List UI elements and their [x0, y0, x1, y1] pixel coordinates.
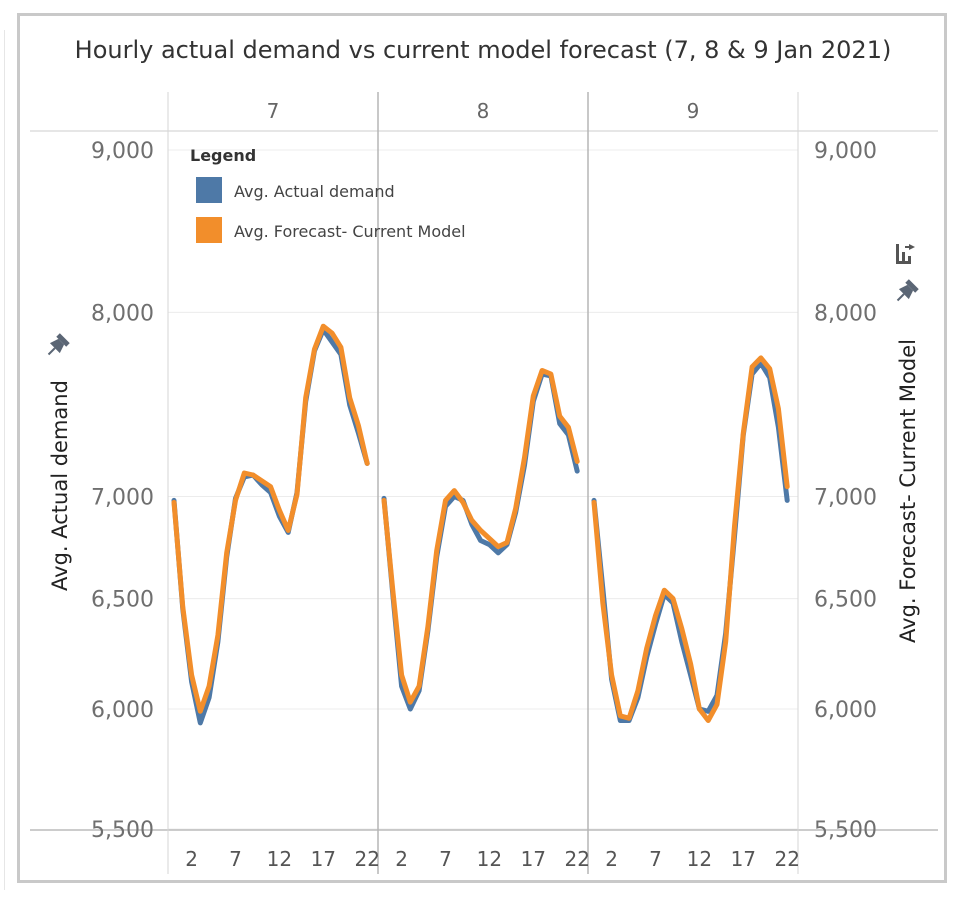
y-tick-label-right: 8,000: [814, 301, 877, 326]
legend-entry-forecast: Avg. Forecast- Current Model: [234, 222, 466, 241]
legend-swatch-forecast: [196, 217, 222, 243]
x-tick-label: 2: [185, 847, 198, 871]
x-tick-label: 12: [267, 847, 292, 871]
x-tick-label: 22: [774, 847, 799, 871]
x-ticks: 2 7 12 17 22 2 7 12 17 22 2 7 12 17 22: [185, 847, 800, 871]
y-tick-label-right: 9,000: [814, 139, 877, 164]
swap-axes-icon[interactable]: [896, 244, 915, 264]
series-line-actual-panel-8: [381, 371, 580, 712]
legend: Legend Avg. Actual demand Avg. Forecast-…: [190, 146, 466, 243]
series-line-forecast-panel-8: [381, 368, 580, 705]
x-tick-label: 17: [731, 847, 756, 871]
x-tick-label: 12: [477, 847, 502, 871]
series-line-forecast-panel-9: [591, 355, 790, 723]
x-tick-label: 22: [564, 847, 589, 871]
pin-icon-right-axis[interactable]: [893, 279, 919, 305]
legend-swatch-actual: [196, 177, 222, 203]
legend-title: Legend: [190, 146, 256, 165]
x-tick-label: 7: [439, 847, 452, 871]
x-tick-label: 2: [395, 847, 408, 871]
chart-title: Hourly actual demand vs current model fo…: [74, 36, 892, 64]
series-line-forecast-panel-7: [171, 323, 370, 714]
pin-icon-left-axis[interactable]: [44, 333, 70, 359]
x-tick-label: 7: [229, 847, 242, 871]
legend-entry-actual: Avg. Actual demand: [234, 182, 395, 201]
y-tick-label-right: 5,500: [814, 818, 877, 843]
x-tick-label: 12: [687, 847, 712, 871]
y-tick-label-left: 8,000: [91, 301, 154, 326]
panel-headers: 7 8 9: [267, 99, 700, 123]
panel-header-7: 7: [267, 99, 280, 123]
series-line-actual-panel-7: [171, 327, 370, 726]
window-edge: [4, 30, 5, 890]
y-tick-label-right: 6,000: [814, 698, 877, 723]
y-tick-label-right: 7,000: [814, 485, 877, 510]
series-lines: [171, 323, 790, 726]
y-tick-label-right: 6,500: [814, 588, 877, 613]
chart-frame: [17, 13, 947, 883]
panel-dividers: [30, 92, 938, 874]
y-tick-label-left: 7,000: [91, 485, 154, 510]
panel-header-9: 9: [687, 99, 700, 123]
x-tick-label: 22: [354, 847, 379, 871]
x-tick-label: 7: [649, 847, 662, 871]
panel-header-8: 8: [477, 99, 490, 123]
gridlines: [168, 149, 798, 830]
y-ticks-right: 5,500 6,000 6,500 7,000 8,000 9,000: [814, 139, 877, 843]
y-tick-label-left: 5,500: [91, 818, 154, 843]
y-tick-label-left: 9,000: [91, 139, 154, 164]
x-tick-label: 2: [605, 847, 618, 871]
x-tick-label: 17: [311, 847, 336, 871]
y-ticks-left: 5,500 6,000 6,500 7,000 8,000 9,000: [91, 139, 154, 843]
y-tick-label-left: 6,000: [91, 698, 154, 723]
y-tick-label-left: 6,500: [91, 588, 154, 613]
x-tick-label: 17: [521, 847, 546, 871]
